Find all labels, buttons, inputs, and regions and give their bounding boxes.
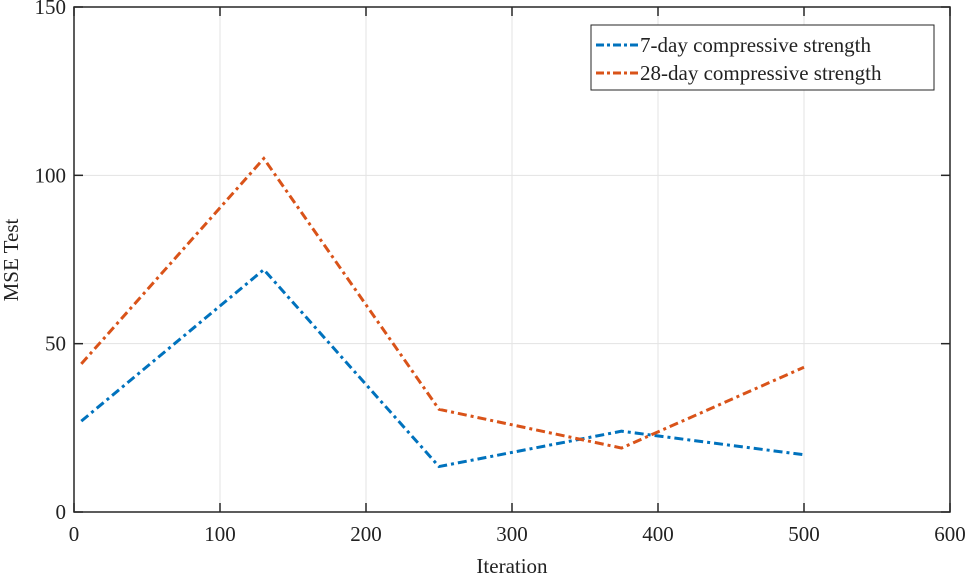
y-axis-label: MSE Test (0, 218, 23, 301)
x-tick-label: 0 (69, 522, 80, 546)
series-line (80, 267, 805, 469)
legend-box (590, 24, 935, 91)
x-tick-label: 500 (788, 522, 820, 546)
y-tick-label: 150 (35, 0, 67, 19)
y-tick-label: 100 (35, 163, 67, 187)
legend-label-28day: 28-day compressive strength (640, 61, 882, 85)
grid-lines (74, 7, 950, 512)
x-tick-label: 200 (350, 522, 382, 546)
legend: 7-day compressive strength 28-day compre… (590, 24, 935, 91)
axis-ticks: 0 100 200 300 400 500 600 0 50 100 150 (35, 0, 966, 546)
x-tick-label: 600 (934, 522, 966, 546)
series-line (80, 156, 805, 450)
y-tick-label: 0 (56, 500, 67, 524)
x-tick-label: 300 (496, 522, 528, 546)
x-axis-label: Iteration (476, 554, 548, 575)
legend-label-7day: 7-day compressive strength (640, 33, 871, 57)
data-series (80, 156, 805, 469)
x-tick-label: 400 (642, 522, 674, 546)
y-tick-label: 50 (45, 332, 66, 356)
x-tick-label: 100 (204, 522, 236, 546)
